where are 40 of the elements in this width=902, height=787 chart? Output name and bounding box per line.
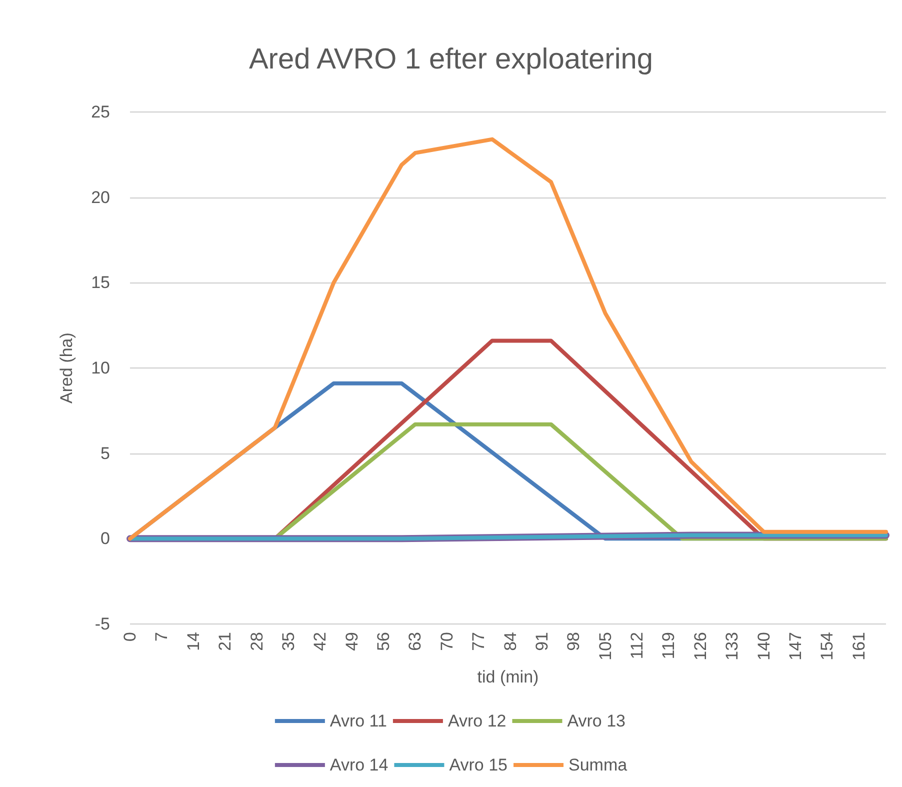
chart-title: Ared AVRO 1 efter exploatering [248,44,654,76]
x-tick-label: 28 [247,632,266,651]
x-tick-label: 49 [342,632,362,651]
legend-label: Summa [568,756,628,774]
y-tick-label: 15 [91,273,110,292]
x-tick-label: 98 [564,632,584,651]
x-tick-label: 0 [120,632,140,642]
x-tick-label: 56 [374,632,394,651]
x-tick-label: 126 [690,632,710,660]
x-tick-label: 91 [532,632,552,651]
x-tick-label: 7 [152,632,172,642]
y-tick-label: 25 [91,102,110,122]
legend-label: Avro 13 [567,712,626,730]
x-tick-label: 119 [659,632,678,660]
y-tick-label: 0 [100,529,110,548]
x-tick-label: 35 [278,632,298,651]
x-tick-label: 70 [437,632,456,651]
y-tick-label: 5 [100,444,110,463]
y-tick-label: 10 [91,358,110,378]
y-axis-title: Ared (ha) [57,332,76,404]
x-tick-label: 105 [596,632,615,660]
x-tick-label: 112 [628,632,647,660]
y-tick-label: -5 [94,614,110,634]
x-axis-title: tid (min) [477,667,539,686]
x-tick-label: 21 [216,632,235,651]
x-tick-label: 42 [310,632,330,651]
x-tick-label: 161 [849,632,868,660]
legend-label: Avro 11 [330,712,387,730]
x-tick-label: 84 [500,632,520,651]
x-tick-label: 63 [406,632,425,651]
legend-label: Avro 14 [330,756,388,774]
x-tick-label: 147 [786,632,805,660]
x-tick-label: 14 [184,632,203,651]
x-tick-label: 154 [818,632,837,660]
x-tick-label: 77 [469,632,488,651]
x-tick-label: 140 [754,632,774,660]
legend-label: Avro 15 [449,756,508,774]
x-tick-label: 133 [722,632,742,660]
legend-label: Avro 12 [448,712,506,730]
y-tick-label: 20 [91,188,110,207]
